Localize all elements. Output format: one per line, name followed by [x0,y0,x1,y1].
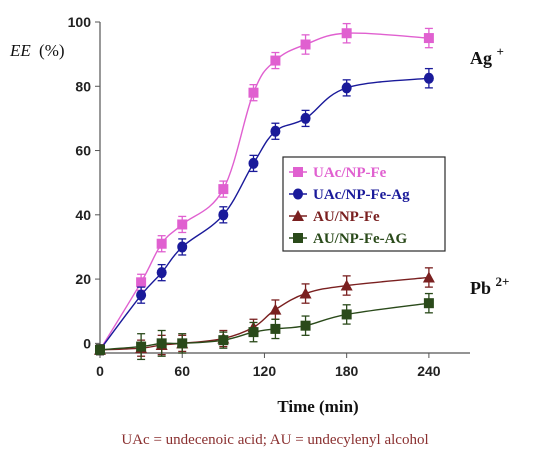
data-point [341,309,352,320]
series-line [99,32,429,351]
legend-marker [293,233,303,243]
data-point [300,112,311,124]
data-point [95,344,105,355]
x-axis-label: Time (min) [277,397,358,416]
pb-ion-charge: 2+ [496,274,510,289]
series-4 [95,292,434,361]
data-point [423,72,434,84]
y-tick-label: 0 [83,335,91,351]
series-layer [94,22,435,361]
legend-label: UAc/NP-Fe-Ag [313,187,410,203]
legend-label: UAc/NP-Fe [313,165,387,181]
data-point [248,327,259,338]
data-point [270,125,281,137]
legend-label: AU/NP-Fe [313,209,380,225]
data-point [177,338,188,349]
legend-item: UAc/NP-Fe [289,165,387,181]
data-point [136,277,147,288]
data-point [299,287,312,299]
data-point [136,341,147,352]
x-tick-label: 60 [174,363,190,379]
legend-box [282,156,446,252]
data-point [423,298,434,309]
y-tick-label: 20 [75,271,91,287]
ag-ion-label: Ag + [470,44,504,68]
y-axis-label-italic: EE [9,41,31,60]
ag-ion-charge: + [497,44,504,59]
legend-marker [293,188,303,200]
data-point [218,209,229,221]
data-point [248,157,259,169]
axes: 0 20 40 60 80 100 0 60 120 180 240 [68,14,470,379]
y-tick-label: 80 [75,78,91,94]
legend-marker [293,167,303,177]
x-tick-label: 120 [253,363,277,379]
data-point [156,338,167,349]
x-tick-label: 0 [96,363,104,379]
data-point [300,39,311,50]
y-tick-label: 40 [75,207,91,223]
series-line [99,77,429,351]
x-tick-label: 180 [335,363,359,379]
ag-ion-symbol: Ag [470,48,492,68]
data-point [269,303,282,315]
series-line [99,302,429,351]
data-point [136,289,147,301]
data-point [270,55,281,66]
legend-item: AU/NP-Fe-AG [289,231,407,247]
data-point [341,82,352,94]
series-1 [95,22,434,356]
legend-item: AU/NP-Fe [289,209,380,225]
y-tick-label: 100 [68,14,92,30]
data-point [340,279,353,291]
data-point [423,33,434,44]
data-point [156,267,167,279]
data-point [218,335,229,346]
y-tick-label: 60 [75,143,91,159]
pb-ion-label: Pb 2+ [470,274,509,298]
data-point [177,241,188,253]
legend: UAc/NP-Fe UAc/NP-Fe-Ag AU/NP-Fe AU/NP-Fe-AG [282,156,446,252]
y-axis-label-unit: (%) [39,41,64,60]
data-point [156,238,167,249]
data-point [422,271,435,283]
legend-label: AU/NP-Fe-AG [313,231,407,247]
legend-marker [292,210,304,221]
data-point [218,184,229,195]
data-point [300,320,311,331]
data-point [341,28,352,39]
data-point [177,219,188,230]
data-point [248,87,259,98]
series-line [99,276,429,351]
x-tick-label: 240 [417,363,441,379]
y-axis-label: EE (%) [9,41,65,60]
pb-ion-symbol: Pb [470,278,491,298]
data-point [270,323,281,334]
footnote: UAc = undecenoic acid; AU = undecylenyl … [121,432,429,448]
legend-item: UAc/NP-Fe-Ag [289,187,410,203]
